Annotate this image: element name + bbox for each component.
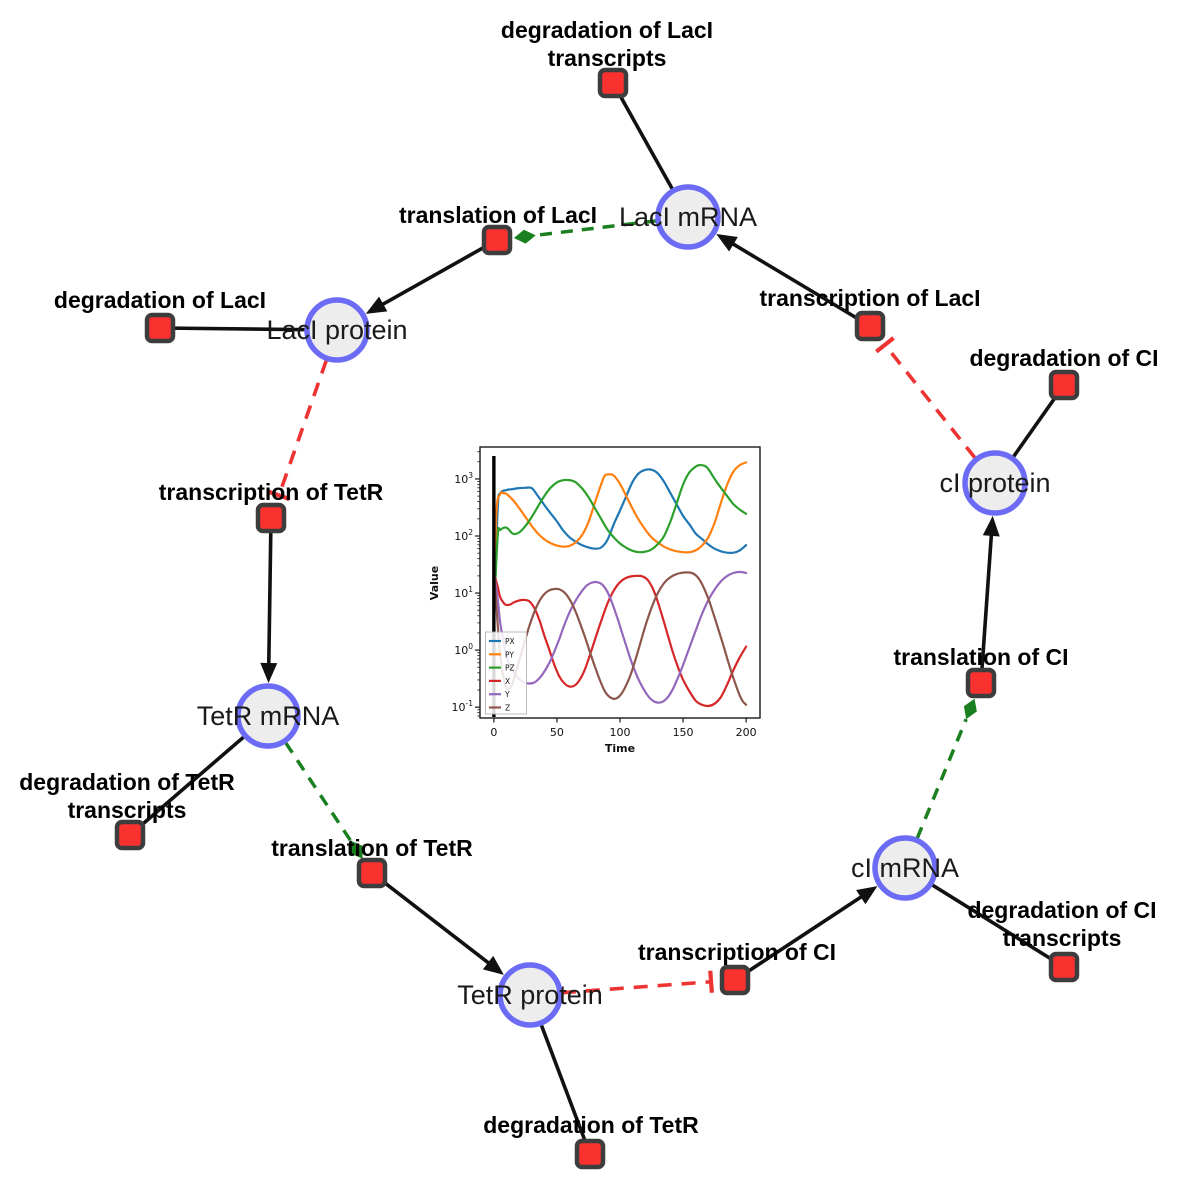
edge-production-transl_tetr-to-tetr_protein-arrowhead-icon: [482, 955, 504, 975]
reaction-node-deg_laci_tx: [597, 67, 629, 99]
edge-inhibition-ci_protein-to-txn_laci: [883, 343, 977, 460]
species-node-ci_protein: [962, 450, 1028, 516]
edge-production-txn_tetr-to-tetr_mrna-arrowhead-icon: [260, 662, 278, 684]
species-label-laci_mrna: LacI mRNA: [619, 202, 757, 232]
series-line-PZ: [492, 463, 748, 617]
y-axis-title: Value: [428, 566, 441, 600]
edge-production-transl_laci-to-laci_protein: [381, 238, 498, 307]
species-node-tetr_protein: [497, 962, 563, 1028]
plot-legend: PX PY PZ XYZ: [485, 631, 527, 715]
x-tick-label: 0: [490, 726, 497, 739]
labels-layer: LacI mRNA LacI protein cI protein TetR mRNA…: [19, 17, 1158, 1138]
reaction-node-deg_tetr: [574, 1138, 606, 1170]
reaction-label-txn_ci: transcription of CI: [638, 939, 836, 965]
reaction-label-deg_ci_tx: degradation of CI transcripts: [967, 897, 1156, 951]
species-node-laci_mrna: [655, 184, 721, 250]
series-line-PX: [492, 468, 748, 617]
reaction-node-deg_laci: [144, 312, 176, 344]
edge-production-transl_tetr-to-tetr_protein: [370, 871, 490, 965]
reaction-node-txn_tetr: [255, 502, 287, 534]
species-label-ci_protein: cI protein: [939, 468, 1050, 498]
y-tick-label: 101: [454, 585, 473, 600]
reaction-label-txn_laci: transcription of LacI: [759, 285, 980, 311]
species-label-tetr_protein: TetR protein: [457, 980, 603, 1010]
plot-frame: [479, 446, 761, 719]
reaction-label-transl_laci: translation of LacI: [399, 202, 597, 228]
edge-production-transl_ci-to-ci_protein: [979, 534, 994, 684]
species-label-tetr_mrna: TetR mRNA: [197, 701, 340, 731]
edge-modifier-laci_mrna-to-transl_laci-diamond-icon: [513, 229, 536, 244]
species-node-laci_protein: [304, 297, 370, 363]
edge-inhibition-tetr_protein-to-txn_ci-tbar-icon: [708, 970, 714, 993]
reaction-node-transl_laci: [481, 224, 513, 256]
x-tick-label: 50: [550, 726, 564, 739]
reaction-node-deg_ci_tx: [1048, 951, 1080, 983]
x-tick-label: 200: [736, 726, 757, 739]
reaction-label-deg_tetr_tx: degradation of TetR transcripts: [19, 769, 235, 823]
legend-label-Y: Y: [504, 690, 510, 699]
reaction-label-transl_ci: translation of CI: [893, 644, 1068, 670]
reaction-node-transl_ci: [965, 667, 997, 699]
y-tick-label: 103: [454, 471, 473, 486]
reaction-node-transl_tetr: [356, 857, 388, 889]
edge-production-txn_laci-to-laci_mrna-arrowhead-icon: [716, 233, 738, 252]
reaction-label-deg_laci_tx: degradation of LacI transcripts: [501, 17, 713, 71]
species-node-ci_mrna: [872, 835, 938, 901]
edge-production-transl_ci-to-ci_protein-arrowhead-icon: [982, 515, 1000, 537]
edge-modifier-ci_mrna-to-transl_ci: [915, 718, 968, 840]
species-label-laci_protein: LacI protein: [266, 315, 407, 345]
edge-production-txn_laci-to-laci_mrna: [731, 242, 871, 328]
legend-label-X: X: [505, 677, 510, 686]
species-label-ci_mrna: cI mRNA: [851, 853, 959, 883]
edge-production-transl_laci-to-laci_protein-arrowhead-icon: [365, 296, 388, 314]
edge-production-txn_ci-to-ci_mrna: [734, 895, 863, 982]
reaction-label-deg_laci: degradation of LacI: [54, 287, 266, 313]
nodes-layer: [114, 67, 1080, 1170]
reaction-label-deg_ci: degradation of CI: [969, 345, 1158, 371]
x-axis-title: Time: [605, 742, 635, 755]
x-tick-label: 150: [673, 726, 694, 739]
reaction-label-transl_tetr: translation of TetR: [271, 835, 473, 861]
edge-inhibition-tetr_protein-to-txn_ci: [561, 979, 712, 995]
edge-modifier-tetr_mrna-to-transl_tetr-diamond-icon: [350, 840, 363, 859]
edge-production-txn_tetr-to-tetr_mrna: [266, 517, 273, 665]
legend-label-PY: PY: [505, 650, 514, 659]
reaction-label-txn_tetr: transcription of TetR: [159, 479, 384, 505]
legend-label-PZ: PZ: [505, 664, 515, 673]
reaction-label-deg_tetr: degradation of TetR: [483, 1112, 699, 1138]
edge-inhibition-ci_protein-to-txn_laci-tbar-icon: [875, 336, 895, 354]
reaction-node-txn_laci: [854, 310, 886, 342]
reaction-node-deg_ci: [1048, 369, 1080, 401]
reaction-node-txn_ci: [719, 964, 751, 996]
legend-label-Z: Z: [505, 704, 510, 713]
edge-modifier-tetr_mrna-to-transl_tetr: [284, 741, 352, 842]
edge-production-txn_ci-to-ci_mrna-arrowhead-icon: [856, 886, 878, 905]
edge-modifier-ci_mrna-to-transl_ci-diamond-icon: [963, 698, 977, 720]
series-line-PY: [492, 461, 748, 617]
x-tick-label: 100: [610, 726, 631, 739]
legend-box: [485, 631, 527, 715]
edge-inhibition-laci_protein-to-txn_tetr-tbar-icon: [267, 489, 291, 501]
reaction-node-deg_tetr_tx: [114, 819, 146, 851]
species-node-tetr_mrna: [235, 683, 301, 749]
series-line-X: [492, 572, 748, 708]
y-tick-label: 10-1: [452, 699, 474, 714]
edge-inhibition-laci_protein-to-txn_tetr: [277, 359, 329, 496]
y-tick-label: 100: [454, 642, 473, 657]
legend-label-PX: PX: [505, 637, 515, 646]
y-tick-label: 102: [454, 528, 473, 543]
